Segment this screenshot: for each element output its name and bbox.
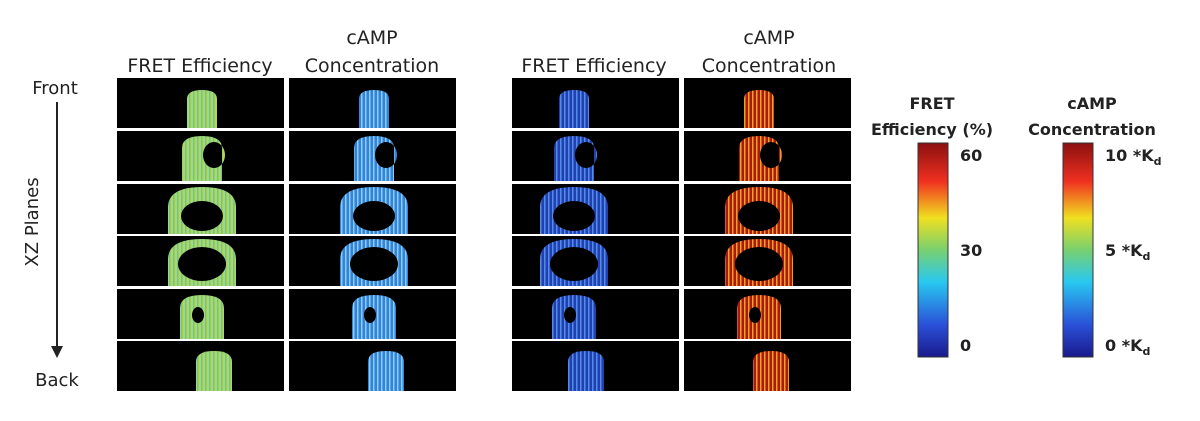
- cell-image: [725, 187, 793, 234]
- column-header: Concentration: [305, 55, 439, 77]
- image-panel: [512, 78, 679, 128]
- image-panel: [289, 78, 456, 128]
- tick-subscript: d: [1154, 155, 1162, 168]
- cell-image: [552, 295, 596, 339]
- cell-image: [340, 187, 408, 234]
- cell-image: [540, 187, 608, 234]
- column-header: cAMP: [743, 27, 794, 49]
- cell-image: [554, 136, 597, 181]
- image-panel: [512, 236, 679, 286]
- cell-image: [559, 90, 589, 128]
- column-header: FRET Efficiency: [521, 55, 666, 77]
- cell-image: [725, 239, 793, 286]
- cell-image: [739, 136, 782, 181]
- image-panel: [512, 289, 679, 339]
- colorbar: [1062, 142, 1094, 358]
- image-panel: [117, 131, 284, 181]
- image-panel: [684, 131, 851, 181]
- colorbar-tick-label: 10 *Kd: [1105, 146, 1161, 168]
- tick-text: 0 *K: [1105, 336, 1143, 355]
- cell-image: [744, 90, 774, 128]
- image-panel: [289, 289, 456, 339]
- column-header: Concentration: [702, 55, 836, 77]
- image-panel: [512, 341, 679, 391]
- tick-subscript: d: [1142, 345, 1150, 358]
- colorbars: FRET Efficiency (%) 60 30 0 cAMP Concentration…: [871, 94, 1162, 358]
- tick-text: 10 *K: [1105, 146, 1154, 165]
- planes-label: XZ Planes: [22, 177, 43, 266]
- cell-image: [180, 295, 224, 339]
- image-panel: [684, 236, 851, 286]
- cell-image: [753, 351, 789, 391]
- image-panel: [289, 184, 456, 234]
- colorbar-tick-label: 30: [960, 241, 982, 260]
- image-panel: [684, 184, 851, 234]
- image-panel: [117, 289, 284, 339]
- cell-image: [368, 351, 404, 391]
- image-panel: [117, 236, 284, 286]
- tick-text: 60: [960, 146, 982, 165]
- tick-subscript: d: [1142, 250, 1150, 263]
- tick-text: 5 *K: [1105, 241, 1143, 260]
- cell-image: [359, 90, 389, 128]
- colorbar-title: Concentration: [1028, 120, 1156, 139]
- colorbar-tick-label: 60: [960, 146, 982, 165]
- arrow-head: [51, 346, 63, 358]
- colorbar-title: cAMP: [1067, 94, 1117, 113]
- cell-image: [187, 90, 217, 128]
- front-label: Front: [32, 78, 78, 99]
- tick-text: 30: [960, 241, 982, 260]
- image-panel: [117, 78, 284, 128]
- colorbar-tick-label: 0: [960, 336, 971, 355]
- cell-image: [340, 239, 408, 286]
- column-header: cAMP: [346, 27, 397, 49]
- image-panel: [289, 341, 456, 391]
- panels: [117, 78, 851, 391]
- column-header: FRET Efficiency: [127, 55, 272, 77]
- image-panel: [289, 236, 456, 286]
- cell-image: [196, 351, 232, 391]
- cell-image: [182, 136, 225, 181]
- colorbar-tick-label: 5 *Kd: [1105, 241, 1150, 263]
- colorbar: [917, 142, 949, 358]
- colorbar-title: FRET: [909, 94, 954, 113]
- cell-image: [352, 295, 396, 339]
- image-panel: [117, 184, 284, 234]
- panel-background: [512, 78, 679, 128]
- cell-image: [737, 295, 781, 339]
- image-panel: [684, 78, 851, 128]
- tick-text: 0: [960, 336, 971, 355]
- cell-image: [354, 136, 397, 181]
- cell-image: [168, 187, 236, 234]
- image-panel: [289, 131, 456, 181]
- colorbar-title: Efficiency (%): [871, 120, 993, 139]
- image-panel: [684, 341, 851, 391]
- image-panel: [117, 341, 284, 391]
- cell-image: [568, 351, 604, 391]
- image-panel: [684, 289, 851, 339]
- image-panel: [512, 184, 679, 234]
- image-panel: [512, 131, 679, 181]
- colorbar-tick-label: 0 *Kd: [1105, 336, 1150, 358]
- cell-image: [168, 239, 236, 286]
- cell-image: [540, 239, 608, 286]
- back-label: Back: [35, 370, 79, 391]
